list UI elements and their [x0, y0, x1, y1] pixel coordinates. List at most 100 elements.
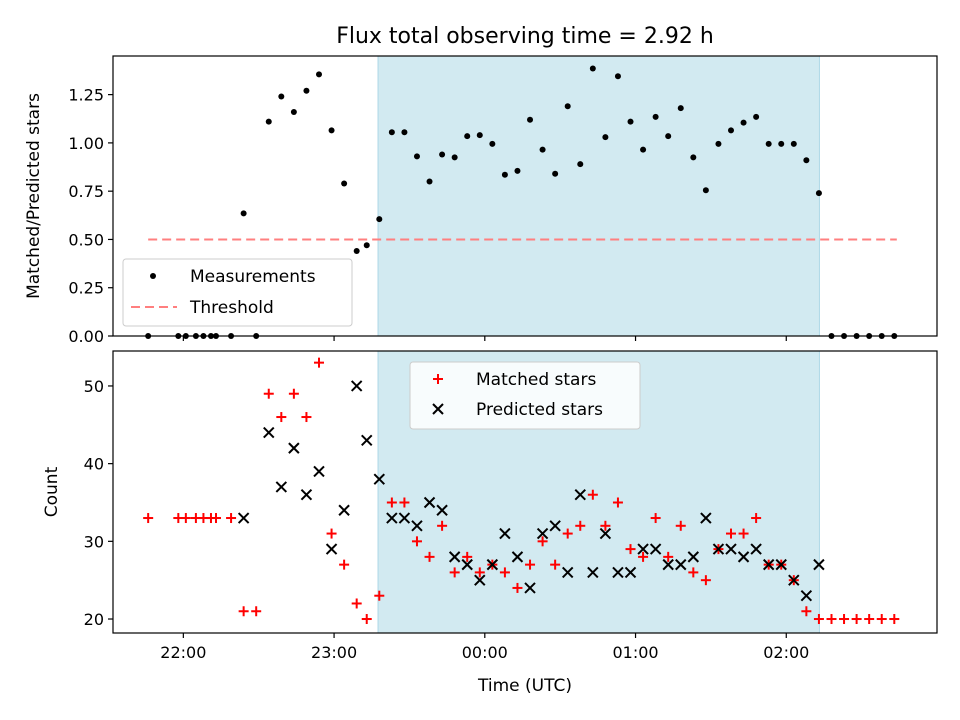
matched-star-point [600, 520, 611, 531]
x-stroke-2 [361, 434, 373, 447]
matched-star-point [386, 497, 397, 508]
matched-star-point [399, 497, 410, 508]
measurement-point [341, 180, 348, 187]
measurement-point [501, 171, 508, 178]
matched-star-point [587, 489, 598, 500]
predicted-star-point [524, 582, 536, 594]
predicted-star-point [624, 566, 637, 579]
measurement-point [715, 140, 722, 147]
y-tick-label: 0.00 [68, 327, 104, 346]
predicted-star-point [700, 512, 712, 524]
predicted-star-point [712, 543, 725, 555]
x-stroke-2 [599, 527, 612, 540]
measurement-point [464, 133, 471, 140]
bottom-count-markers [143, 357, 900, 625]
measurement-point [514, 167, 521, 174]
matched-star-point [374, 590, 385, 601]
predicted-star-point [800, 590, 813, 602]
y-tick-label: 0.50 [68, 230, 104, 249]
measurement-point [790, 140, 797, 147]
predicted-star-point [775, 558, 787, 571]
bottom-legend: Matched stars Predicted stars [409, 361, 641, 430]
x-stroke-2 [300, 489, 313, 501]
matched-star-point [663, 551, 674, 562]
matched-star-point [726, 528, 736, 539]
x-stroke-2 [511, 551, 524, 563]
x-stroke-2 [499, 527, 511, 540]
measurement-point [677, 105, 684, 112]
predicted-star-point [361, 434, 373, 447]
x-stroke-2 [536, 527, 549, 540]
matched-star-point [562, 528, 573, 539]
legend-predicted-label: Predicted stars [476, 400, 603, 420]
bottom-panel: 20 30 40 50 22:00 23:00 00:00 01:00 02:00 Count… [42, 350, 938, 662]
matched-star-point [839, 614, 850, 625]
predicted-star-point [750, 543, 762, 555]
x-tick-label: 02:00 [763, 643, 809, 662]
top-y-axis-label: Matched/Predicted stars [24, 93, 44, 299]
measurement-point [652, 113, 659, 120]
measurement-point [363, 242, 370, 249]
x-stroke-2 [725, 543, 737, 555]
y-tick-label: 0.25 [68, 279, 104, 298]
x-axis-label: Time (UTC) [477, 676, 572, 696]
x-stroke-2 [436, 504, 448, 516]
predicted-star-point [486, 558, 499, 571]
x-stroke-2 [562, 566, 574, 579]
x-stroke-2 [524, 582, 536, 594]
predicted-star-point [300, 489, 313, 501]
measurement-point [577, 161, 584, 168]
matched-star-point [351, 598, 362, 609]
predicted-star-point [386, 512, 398, 524]
measurement-point [426, 178, 433, 185]
legend-matched-label: Matched stars [476, 370, 596, 390]
predicted-star-point [499, 527, 511, 540]
measurement-point [353, 248, 360, 255]
x-stroke-2 [350, 380, 363, 392]
matched-star-point [437, 520, 448, 531]
x-stroke-2 [411, 520, 423, 532]
predicted-star-point [549, 520, 561, 532]
measurement-point [476, 132, 483, 139]
predicted-star-point [350, 380, 363, 392]
matched-star-point [625, 544, 636, 555]
predicted-star-point [599, 527, 612, 540]
matched-star-point [675, 520, 686, 531]
x-tick-label: 22:00 [160, 643, 206, 662]
measurement-point [451, 154, 458, 161]
top-measurement-markers [145, 65, 898, 339]
measurement-point [328, 127, 335, 134]
measurement-point [753, 113, 760, 120]
predicted-star-point [325, 543, 338, 555]
x-stroke-2 [612, 566, 624, 579]
predicted-star-point [612, 566, 624, 579]
measurement-point [602, 134, 609, 141]
x-stroke-2 [637, 543, 649, 555]
matched-star-point [688, 567, 699, 578]
matched-star-point [361, 614, 372, 625]
x-stroke-2 [275, 481, 288, 493]
x-stroke-2 [423, 496, 436, 509]
measurement-point [589, 65, 596, 72]
x-stroke-2 [398, 512, 411, 524]
matched-star-point [424, 551, 435, 562]
x-stroke-2 [675, 558, 687, 571]
predicted-star-point [448, 551, 461, 563]
measurement-point [778, 140, 785, 147]
x-stroke-2 [788, 574, 800, 586]
measurement-point [640, 146, 647, 153]
x-tick-label: 00:00 [462, 643, 508, 662]
predicted-star-point [675, 558, 687, 571]
matched-star-point [876, 614, 887, 625]
predicted-star-point [237, 512, 250, 524]
predicted-star-point [788, 574, 800, 586]
x-tick-label: 23:00 [311, 643, 357, 662]
matched-star-point [550, 559, 561, 570]
y-tick-label: 0.75 [68, 182, 104, 201]
predicted-star-point [649, 543, 662, 555]
measurement-point [765, 140, 772, 147]
x-stroke-2 [486, 558, 499, 571]
matched-star-point [314, 357, 324, 368]
x-stroke-2 [338, 504, 350, 516]
